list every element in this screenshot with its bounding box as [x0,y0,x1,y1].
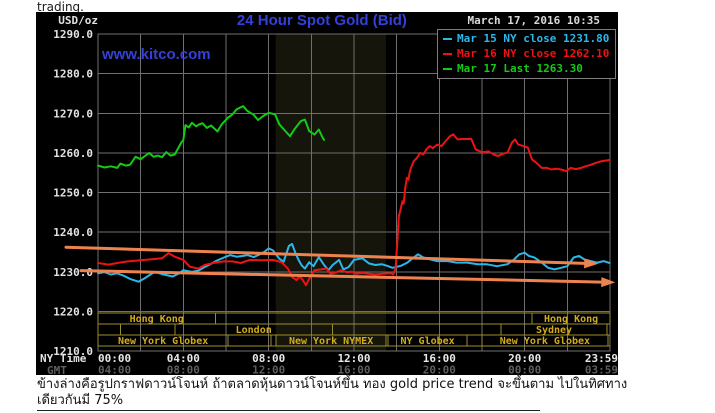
x-tick-gmt: 16:00 [337,364,370,376]
session-label: New York Globex [118,336,208,347]
session-label: NY Globex [401,336,455,347]
legend-row-mar17: Mar 17 Last 1263.30 [443,61,615,76]
y-tick-label: 1290.0 [53,28,93,41]
y-tick-label: 1280.0 [53,68,93,81]
y-tick-label: 1250.0 [53,187,93,200]
session-label: London [236,325,272,336]
plot-border [97,33,611,352]
y-tick-label: 1220.0 [53,305,93,318]
top-paragraph-text: trading. [37,0,84,14]
caption-line-1: ข้างล่างคือรูปกราฟดาวน์โจนห์ ถ้าตลาดหุ้น… [37,377,628,392]
x-tick-gmt: 00:00 [508,364,541,376]
legend-label-mar16: Mar 16 NY close 1262.10 [457,47,610,60]
caption-underline [37,410,540,411]
x-tick-gmt: 08:00 [167,364,200,376]
session-label: New York NYMEX [289,336,373,347]
kitco-gold-chart: Hong Kong Hong Kong London Sydney New York G… [36,12,618,377]
series-mar15-line [97,243,611,283]
y-tick-label: 1270.0 [53,107,93,120]
legend-label-mar17: Mar 17 Last 1263.30 [457,62,583,75]
series-mar17-line [97,105,326,169]
chart-legend: Mar 15 NY close 1231.80 Mar 16 NY close … [437,29,616,79]
x-tick-ny-time: 12:00 [337,352,370,365]
session-box [227,334,272,347]
legend-row-mar15: Mar 15 NY close 1231.80 [443,31,615,46]
legend-swatch-mar17-icon [443,68,452,70]
legend-swatch-mar16-icon [443,53,452,55]
session-box [119,323,176,336]
legend-swatch-mar15-icon [443,38,452,40]
chart-title: 24 Hour Spot Gold (Bid) [236,12,407,29]
x-tick-gmt: 12:00 [252,364,285,376]
x-tick-ny-time: 00:00 [98,352,131,365]
kitco-watermark: www.kitco.com [102,46,211,63]
session-box [275,334,387,347]
series-mar16-line [97,133,611,287]
chart-timestamp: March 17, 2016 10:35 [467,14,600,27]
y-tick-label: 1230.0 [53,266,93,279]
x-tick-ny-time: 16:00 [423,352,456,365]
ny-time-axis-label: NY Time [40,352,87,365]
x-tick-ny-time: 23:59 [585,352,618,365]
x-tick-gmt: 04:00 [98,364,131,376]
session-box [481,334,609,347]
session-box [387,334,468,347]
x-tick-ny-time: 08:00 [252,352,285,365]
x-tick-gmt: 20:00 [423,364,456,376]
y-tick-label: 1210.0 [53,345,93,358]
bottom-caption: ข้างล่างคือรูปกราฟดาวน์โจนห์ ถ้าตลาดหุ้น… [37,377,657,409]
legend-label-mar15: Mar 15 NY close 1231.80 [457,32,610,45]
trend-arrow [79,269,616,288]
y-tick-label: 1260.0 [53,147,93,160]
y-tick-label: 1240.0 [53,226,93,239]
x-tick-ny-time: 20:00 [508,352,541,365]
caption-line-2: เดียวกันมี 75% [37,393,124,408]
legend-row-mar16: Mar 16 NY close 1262.10 [443,46,615,61]
y-axis-unit-label: USD/oz [58,14,98,27]
session-label: Hong Kong [130,314,184,325]
session-label: Hong Kong [544,314,598,325]
session-label: Sydney [536,325,572,336]
x-tick-gmt: 03:59 [585,364,618,376]
session-label: New York Globex [500,336,590,347]
session-box [97,323,121,336]
trend-arrow [64,245,599,269]
x-tick-ny-time: 04:00 [167,352,200,365]
gmt-axis-label: GMT [47,364,67,377]
